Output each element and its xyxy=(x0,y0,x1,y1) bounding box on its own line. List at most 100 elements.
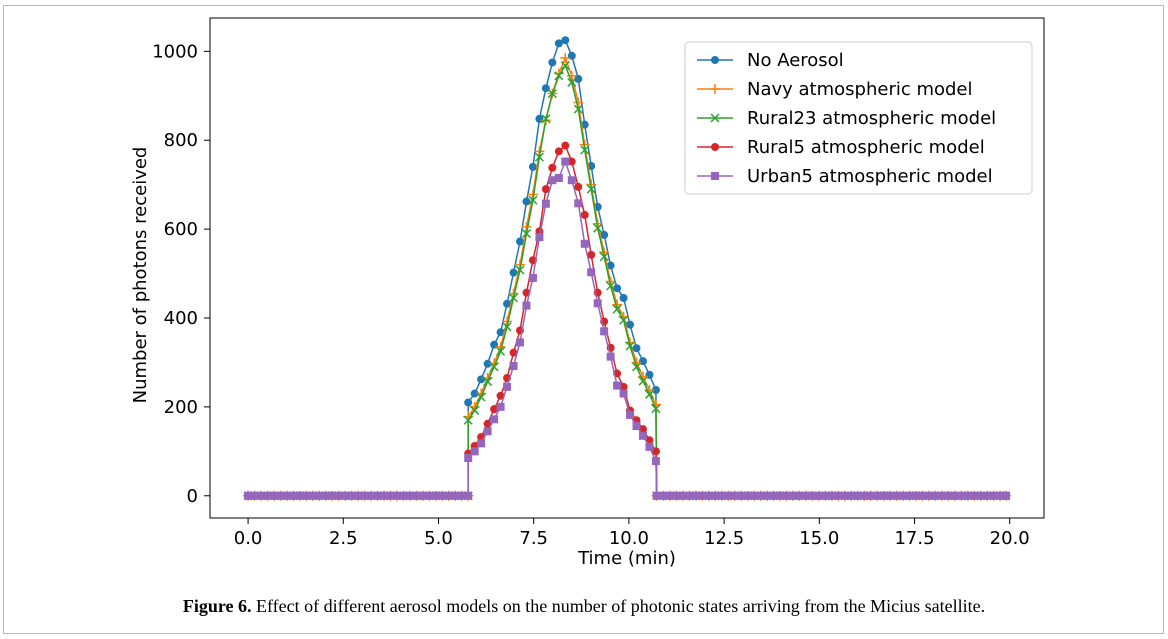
data-point xyxy=(548,163,557,172)
data-point xyxy=(567,176,576,185)
data-point xyxy=(483,427,492,436)
data-point xyxy=(541,84,550,93)
legend-label: Rural5 atmospheric model xyxy=(747,137,985,158)
data-point xyxy=(477,375,486,384)
x-tick-label: 17.5 xyxy=(894,528,934,549)
data-point xyxy=(586,184,596,194)
data-point xyxy=(451,491,460,500)
data-point xyxy=(899,491,908,500)
data-point xyxy=(606,261,615,270)
data-point xyxy=(613,381,622,390)
data-point xyxy=(574,182,583,191)
data-point xyxy=(866,491,875,500)
data-point xyxy=(644,389,654,399)
series-layer xyxy=(243,36,1011,501)
data-point xyxy=(554,39,563,48)
data-point xyxy=(380,491,389,500)
data-point xyxy=(924,491,933,500)
data-point xyxy=(334,491,343,500)
data-point xyxy=(632,422,641,430)
data-point xyxy=(737,491,746,500)
data-point xyxy=(509,348,518,357)
data-point xyxy=(711,491,720,500)
data-point xyxy=(347,491,356,500)
data-point xyxy=(295,491,304,500)
data-point xyxy=(554,147,563,156)
data-point xyxy=(457,491,466,500)
legend-label: Navy atmospheric model xyxy=(747,79,973,100)
data-point xyxy=(918,491,927,500)
data-point xyxy=(782,491,791,500)
data-point xyxy=(257,491,266,500)
data-point xyxy=(464,454,473,462)
x-tick-label: 5.0 xyxy=(424,528,453,549)
data-point xyxy=(613,284,622,293)
data-point xyxy=(937,491,946,500)
data-point xyxy=(626,320,635,329)
data-point xyxy=(509,362,518,370)
data-point xyxy=(489,362,499,372)
data-point xyxy=(814,491,823,500)
data-point xyxy=(763,491,772,500)
y-tick-label: 400 xyxy=(164,308,198,329)
data-point xyxy=(840,491,849,500)
data-point xyxy=(522,301,531,310)
data-point xyxy=(276,491,285,500)
legend-entry: Navy atmospheric model xyxy=(697,79,973,100)
data-point xyxy=(496,328,505,337)
data-point xyxy=(282,491,291,500)
data-point xyxy=(503,382,512,391)
data-point xyxy=(483,359,492,368)
data-point xyxy=(905,491,914,500)
data-point xyxy=(912,491,921,500)
data-point xyxy=(587,268,596,277)
legend-label: Rural23 atmospheric model xyxy=(747,108,996,129)
data-point xyxy=(651,457,660,466)
data-point xyxy=(521,229,531,239)
x-axis-label: Time (min) xyxy=(577,548,676,569)
data-point xyxy=(853,491,862,500)
legend-box xyxy=(684,41,1033,195)
data-point xyxy=(651,404,661,414)
data-point xyxy=(554,174,563,182)
data-point xyxy=(573,104,583,114)
data-point xyxy=(652,491,661,500)
series-4 xyxy=(244,157,1010,500)
data-point xyxy=(496,402,505,411)
y-axis-label: Number of photons received xyxy=(130,147,151,404)
data-point xyxy=(600,230,609,239)
data-point xyxy=(587,250,596,259)
data-point xyxy=(308,491,317,500)
line-chart: 0.0 2.5 5.0 7.5 10.0 12.5 15.0 17.5 20.0 0 200 400… xyxy=(130,17,1045,569)
data-point xyxy=(976,491,985,500)
y-tick-label: 1000 xyxy=(152,41,198,62)
legend-marker xyxy=(711,56,719,64)
data-point xyxy=(892,491,901,500)
data-point xyxy=(561,157,570,166)
data-point xyxy=(638,431,647,440)
data-point xyxy=(638,376,648,386)
data-point xyxy=(638,425,647,434)
data-point xyxy=(567,157,576,166)
data-point xyxy=(619,389,628,398)
data-point xyxy=(963,491,972,500)
data-point xyxy=(541,114,551,124)
data-point xyxy=(632,344,641,353)
x-tick-label: 0.0 xyxy=(234,528,263,549)
figure-label: Figure 6. xyxy=(182,596,252,616)
data-point xyxy=(983,491,992,500)
data-point xyxy=(970,491,979,500)
y-axis: 0 200 400 600 800 1000 xyxy=(152,41,210,507)
data-point xyxy=(528,195,538,205)
data-point xyxy=(263,491,272,500)
data-point xyxy=(593,299,602,308)
data-point xyxy=(651,447,660,456)
x-tick-label: 12.5 xyxy=(704,528,744,549)
data-point xyxy=(1001,491,1010,500)
caption-text: Effect of different aerosol models on th… xyxy=(256,596,986,616)
data-point xyxy=(412,491,421,500)
data-point xyxy=(574,74,583,83)
data-point xyxy=(502,322,512,332)
y-tick-label: 200 xyxy=(164,397,198,418)
data-point xyxy=(554,71,564,81)
